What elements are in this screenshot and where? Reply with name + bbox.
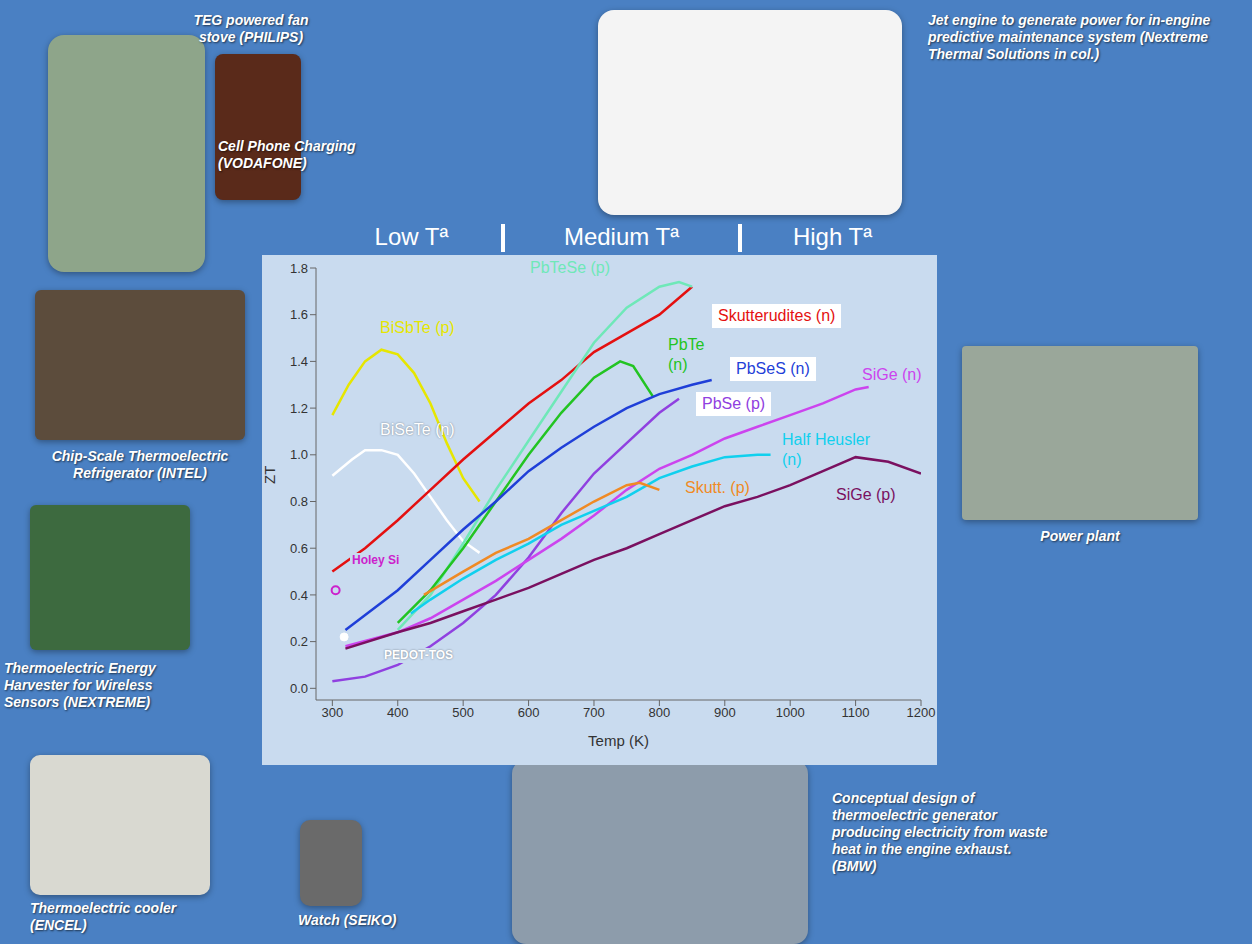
svg-text:0.4: 0.4	[290, 588, 308, 603]
html-text:Skutt. (p): Skutt. (p)	[685, 479, 750, 496]
html-text:PbSeS (n): PbSeS (n)	[736, 360, 810, 377]
html-text:TEG powered fan stove (PHILIPS: TEG powered fan stove (PHILIPS)	[193, 12, 309, 45]
svg-text:400: 400	[387, 705, 409, 720]
svg-text:1100: 1100	[842, 705, 870, 720]
html-text:PbTeSe (p): PbTeSe (p)	[530, 259, 610, 276]
html-text:Cell Phone Charging (VODAFONE): Cell Phone Charging (VODAFONE)	[218, 138, 356, 171]
svg-text:ZT: ZT	[262, 466, 278, 484]
html-text:PEDOT-TOS: PEDOT-TOS	[384, 648, 454, 662]
html-text:Power plant: Power plant	[1040, 528, 1120, 544]
html-text:Thermoelectric Energy Harveste: Thermoelectric Energy Harvester for Wire…	[4, 660, 156, 710]
html-text:Conceptual design of thermoele: Conceptual design of thermoelectric gene…	[832, 790, 1048, 874]
svg-text:1.2: 1.2	[290, 401, 308, 416]
html-text:Half Heusler (n): Half Heusler (n)	[782, 431, 870, 468]
svg-text:1.4: 1.4	[290, 354, 308, 369]
svg-text:700: 700	[583, 705, 605, 720]
svg-text:300: 300	[321, 705, 343, 720]
html-text:SiGe (n): SiGe (n)	[862, 366, 922, 383]
svg-text:1200: 1200	[907, 705, 936, 720]
html-text:Chip-Scale Thermoelectric Refr: Chip-Scale Thermoelectric Refrigerator (…	[51, 448, 229, 481]
svg-text:0.6: 0.6	[290, 541, 308, 556]
html-text:Watch (SEIKO): Watch (SEIKO)	[298, 912, 397, 928]
html-text:Holey Si: Holey Si	[352, 553, 400, 567]
svg-text:1.8: 1.8	[290, 261, 308, 276]
svg-text:800: 800	[649, 705, 671, 720]
html-text:PbTe (n): PbTe (n)	[668, 336, 705, 373]
svg-text:Temp (K): Temp (K)	[588, 732, 649, 749]
svg-text:1.6: 1.6	[290, 307, 308, 322]
svg-text:0.0: 0.0	[290, 681, 308, 696]
html-text:PbSe (p): PbSe (p)	[702, 395, 766, 412]
svg-text:900: 900	[714, 705, 736, 720]
svg-text:500: 500	[452, 705, 474, 720]
html-text:Skutterudites (n): Skutterudites (n)	[718, 307, 836, 324]
svg-text:0.2: 0.2	[290, 634, 308, 649]
html-text:Thermoelectric cooler (ENCEL): Thermoelectric cooler (ENCEL)	[30, 900, 177, 933]
svg-text:1.0: 1.0	[290, 447, 308, 462]
html-text:SiGe (p): SiGe (p)	[836, 486, 896, 503]
svg-text:0.8: 0.8	[290, 494, 308, 509]
svg-text:600: 600	[518, 705, 540, 720]
html-text:High Tª: High Tª	[792, 223, 873, 250]
html-text:BiSeTe (n): BiSeTe (n)	[380, 421, 455, 438]
html-text:Jet engine to generate power f: Jet engine to generate power for in-engi…	[928, 12, 1211, 62]
html-text:Low Tª: Low Tª	[374, 223, 449, 250]
svg-text:1000: 1000	[776, 705, 805, 720]
html-text:Medium Tª: Medium Tª	[563, 223, 680, 250]
html-text:BiSbTe (p): BiSbTe (p)	[380, 319, 455, 336]
